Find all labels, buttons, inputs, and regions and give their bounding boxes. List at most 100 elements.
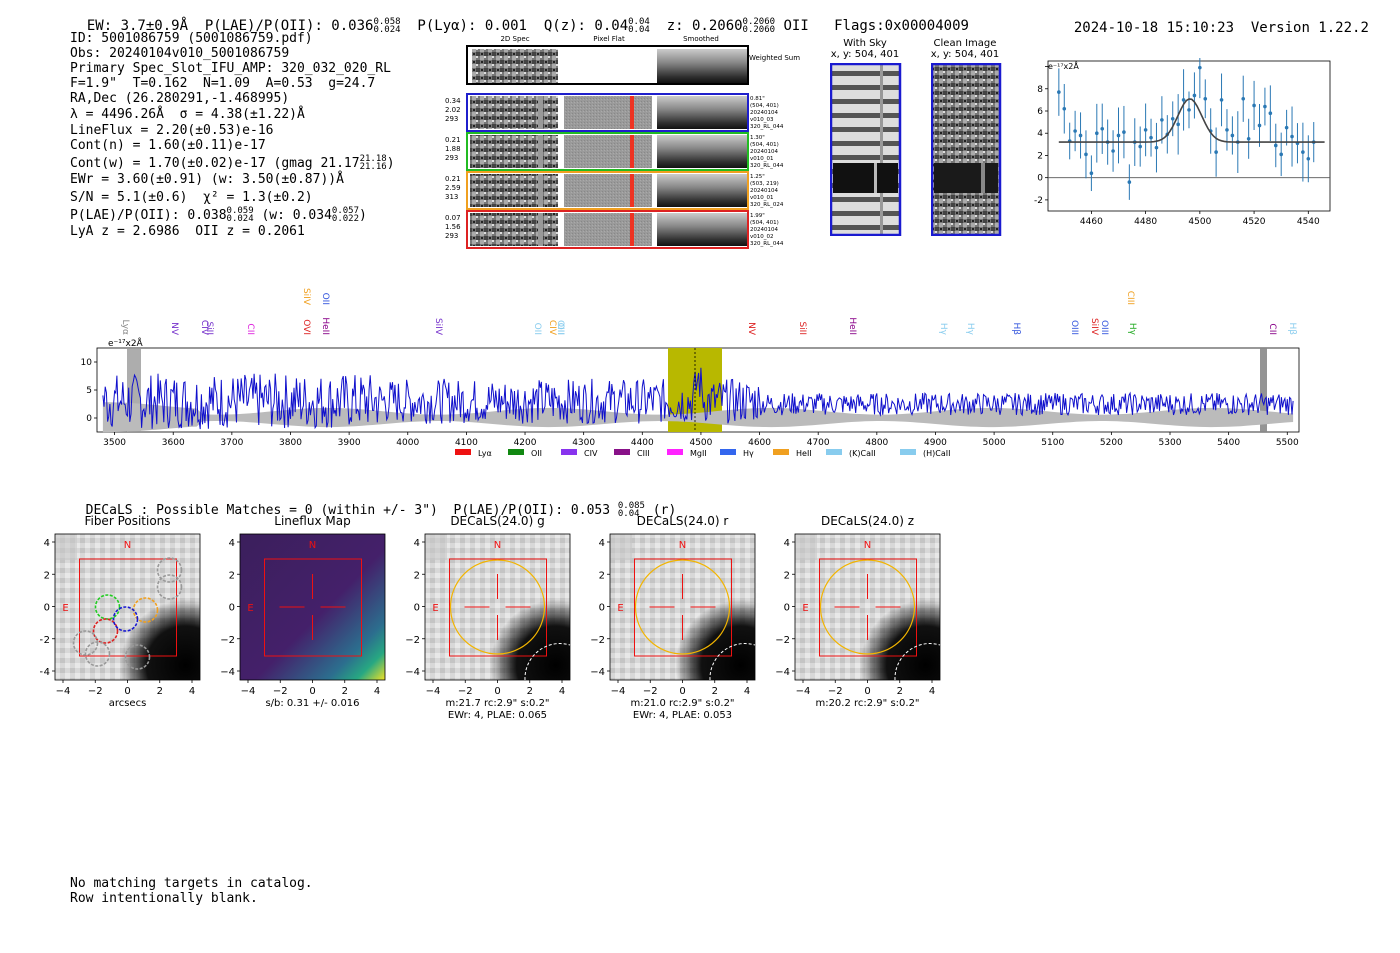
cutout-smoothed bbox=[657, 135, 747, 168]
fit-data-point bbox=[1268, 111, 1273, 116]
spectrum-ticks: 3500 3600 3700 3800 3900 4000 4100 4200 4300 4400… bbox=[81, 358, 1299, 448]
fit-data-point bbox=[1084, 152, 1088, 157]
cutout-right-value: 20240104 bbox=[750, 188, 778, 194]
decals-y-tick: 2 bbox=[44, 570, 50, 581]
spectrum-line-label: OIII bbox=[555, 320, 565, 335]
cutout-2dspec-column bbox=[538, 96, 543, 129]
decals-x-tick: 2 bbox=[157, 686, 163, 697]
spectrum-line-label: OII bbox=[555, 323, 565, 335]
fit-plot-ylabel: e⁻¹⁷x2Å bbox=[1048, 60, 1079, 71]
cutout-pixelflat-marker bbox=[630, 96, 634, 129]
decals-summary-hi: 0.085 bbox=[617, 501, 645, 511]
qz-lo: 0.04 bbox=[628, 25, 650, 35]
fit-data-point bbox=[1160, 118, 1164, 122]
info-primary: Primary Spec_Slot_IFU_AMP: 320_032_020_R… bbox=[70, 61, 391, 76]
contw-hi: 21.18 bbox=[359, 154, 387, 164]
clean-image-xy: x, y: 504, 401 bbox=[930, 49, 1000, 60]
decals-y-tick: 2 bbox=[414, 570, 420, 581]
decals-x-tick: 2 bbox=[712, 686, 718, 697]
plae2-w-hi: 0.057 bbox=[331, 206, 360, 216]
spectrum-line-label: CII bbox=[1267, 323, 1277, 335]
plae-hi: 0.058 bbox=[373, 17, 401, 27]
cutout-left-value: 2.02 bbox=[445, 106, 461, 114]
fit-data-point bbox=[1273, 143, 1278, 148]
spectrum-line-label: Hγ bbox=[938, 323, 948, 336]
contw-lo: 21.16 bbox=[359, 162, 387, 172]
spectrum-x-tick: 5500 bbox=[1276, 438, 1299, 448]
fit-data-point bbox=[1127, 180, 1132, 184]
header-bar: EW: 3.7±0.9Å P(LAE)/P(OII): 0.036 0.058 0.… bbox=[70, 2, 969, 35]
fit-data-point bbox=[1073, 129, 1077, 133]
decals-panel-title: DECaLS(24.0) z bbox=[821, 514, 914, 528]
plya-value: P(Lyα): 0.001 bbox=[417, 18, 527, 34]
decals-caption2: EWr: 4, PLAE: 0.053 bbox=[633, 710, 732, 721]
decals-panel-title: Lineflux Map bbox=[274, 514, 350, 528]
spectrum-x-tick: 5300 bbox=[1159, 438, 1182, 448]
decals-aperture-box bbox=[819, 558, 917, 657]
cutout-pixelflat-marker bbox=[630, 213, 634, 246]
legend-label: CIII bbox=[637, 449, 650, 458]
fit-data-point bbox=[1219, 98, 1224, 102]
decals-x-tick: 2 bbox=[897, 686, 903, 697]
legend-swatch bbox=[900, 449, 916, 455]
spectrum-line-label: Hγ bbox=[965, 323, 975, 336]
version: Version 1.22.2 bbox=[1250, 20, 1369, 36]
fit-data-point bbox=[1154, 145, 1159, 150]
cutout-right-value: v010_03 bbox=[750, 117, 774, 123]
clean-image-title: Clean Image x, y: 504, 401 bbox=[920, 38, 1010, 60]
spectrum-ylabel: e⁻¹⁷x2Å bbox=[108, 337, 144, 349]
spectrum-x-tick: 4800 bbox=[865, 438, 888, 448]
north-label: N bbox=[679, 540, 686, 551]
info-contn: Cont(n) = 1.60(±0.11)e-17 bbox=[70, 138, 266, 153]
north-label: N bbox=[864, 540, 871, 551]
decals-y-tick: −4 bbox=[220, 667, 235, 678]
spectrum-x-tick: 3500 bbox=[103, 438, 126, 448]
spectrum-line-label: SiIV bbox=[301, 288, 311, 306]
decals-y-tick: −2 bbox=[40, 635, 50, 646]
spectrum-line-label: Lyα bbox=[120, 320, 130, 336]
decals-panel-title: Fiber Positions bbox=[84, 514, 170, 528]
fit-data-point bbox=[1263, 104, 1267, 109]
spectrum-x-tick: 4100 bbox=[455, 438, 478, 448]
legend-label: (K)CaII bbox=[849, 449, 876, 458]
decals-aperture-box bbox=[79, 558, 177, 657]
decals-aperture-box bbox=[264, 558, 362, 657]
fit-y-tick: 0 bbox=[1037, 174, 1043, 184]
with-sky-xy: x, y: 504, 401 bbox=[830, 49, 900, 60]
decals-match-circle bbox=[819, 559, 916, 655]
legend-label: HeII bbox=[796, 449, 812, 458]
spectrum-flux-line bbox=[102, 367, 1294, 430]
cutout-left-value: 0.21 bbox=[445, 136, 461, 144]
fit-data-point bbox=[1116, 133, 1121, 138]
fit-plot-frame bbox=[1047, 60, 1331, 212]
spectrum-line-label: HeII bbox=[320, 317, 330, 335]
spectrum-y-tick: 0 bbox=[86, 414, 92, 424]
legend-swatch bbox=[667, 449, 683, 455]
legend-label: MgII bbox=[690, 449, 707, 458]
cutout-right-value: 20240104 bbox=[750, 149, 778, 155]
fit-y-tick: 6 bbox=[1037, 107, 1043, 117]
spectrum-line-label: CIV bbox=[547, 320, 557, 336]
col-label-pixelflat: Pixel Flat bbox=[593, 35, 625, 43]
decals-neighbor-ellipse bbox=[709, 643, 756, 681]
weighted-sum-2dspec bbox=[472, 49, 558, 83]
decals-x-tick: −2 bbox=[88, 686, 103, 697]
spectrum-line-label: CII bbox=[245, 323, 255, 335]
cutout-right-value: 320_RL_044 bbox=[750, 124, 784, 130]
decals-y-tick: 2 bbox=[784, 570, 790, 581]
spectrum-y-tick: 10 bbox=[81, 358, 93, 368]
lineflux-map-image bbox=[240, 534, 385, 680]
decals-x-tick: −2 bbox=[643, 686, 658, 697]
spectrum-line-label: SiIV bbox=[433, 318, 443, 336]
with-sky-title: With Sky x, y: 504, 401 bbox=[830, 38, 900, 60]
spectrum-line-label: SiII bbox=[797, 321, 807, 335]
decals-panel-title: DECaLS(24.0) g bbox=[450, 514, 544, 528]
fit-data-point bbox=[1122, 130, 1126, 134]
decals-y-tick: −4 bbox=[405, 667, 420, 678]
footer-line1: No matching targets in catalog. bbox=[70, 876, 313, 891]
cutout-left-value: 2.59 bbox=[445, 184, 461, 192]
east-label: E bbox=[617, 603, 623, 614]
legend-label: (H)CaII bbox=[923, 449, 950, 458]
cutout-right-value: (504, 401) bbox=[750, 220, 779, 226]
